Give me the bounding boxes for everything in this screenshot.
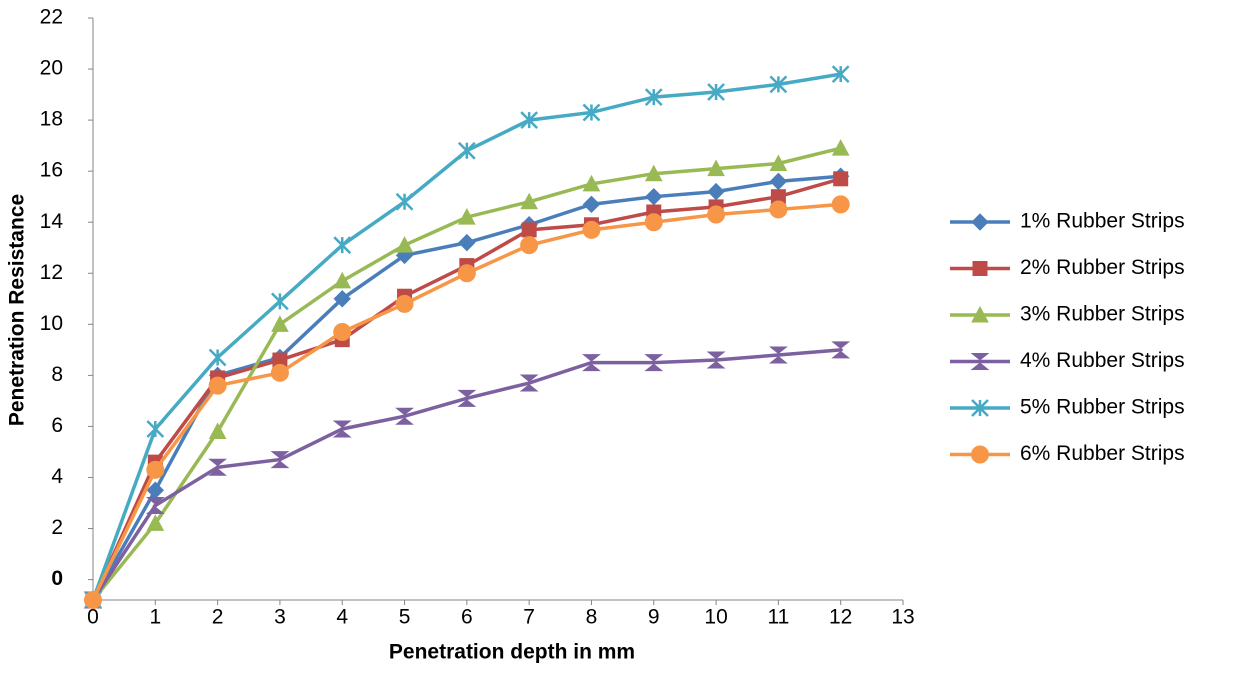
x-tick-label: 10 (704, 606, 727, 629)
x-tick-label: 4 (336, 606, 348, 629)
y-tick-label: 14 (40, 210, 64, 233)
marker (333, 271, 352, 289)
marker (520, 192, 538, 210)
marker (582, 103, 601, 122)
marker (582, 195, 601, 214)
legend-marker (971, 399, 989, 417)
y-tick-label: 16 (40, 159, 63, 182)
marker (457, 389, 477, 407)
marker (769, 154, 788, 171)
legend-marker (971, 445, 989, 464)
marker (644, 164, 663, 182)
x-tick-label: 12 (829, 606, 852, 629)
x-axis-title: Penetration depth in mm (389, 641, 635, 664)
marker (146, 514, 165, 531)
marker (831, 65, 850, 84)
marker (520, 111, 539, 129)
y-tick-label: 10 (40, 312, 63, 335)
legend-marker (971, 305, 989, 323)
marker (707, 205, 726, 224)
marker (644, 88, 663, 107)
legend-marker (971, 213, 989, 231)
legend-marker (972, 261, 988, 276)
x-tick-label: 5 (399, 606, 411, 629)
marker (520, 236, 539, 255)
marker (769, 75, 788, 94)
legend-label: 5% Rubber Strips (1020, 396, 1185, 419)
marker (332, 420, 352, 438)
marker (582, 174, 601, 192)
marker (519, 374, 539, 392)
x-tick-label: 11 (767, 606, 789, 629)
marker (395, 407, 414, 425)
marker (333, 236, 352, 255)
legend-label: 3% Rubber Strips (1020, 303, 1185, 326)
x-tick-label: 8 (586, 606, 598, 629)
y-tick-label: 4 (51, 465, 63, 488)
marker (457, 264, 476, 283)
marker (395, 236, 414, 253)
marker (769, 200, 788, 219)
legend-label: 1% Rubber Strips (1020, 210, 1185, 233)
marker (831, 341, 851, 359)
marker (395, 192, 414, 211)
marker (333, 322, 352, 341)
marker (769, 172, 788, 191)
y-tick-label: 22 (40, 6, 63, 29)
marker (707, 83, 725, 101)
legend-label: 2% Rubber Strips (1020, 256, 1185, 279)
marker (458, 233, 476, 252)
legend-label: 4% Rubber Strips (1020, 349, 1185, 372)
x-tick-label: 0 (87, 606, 99, 629)
y-tick-label: 20 (40, 57, 63, 80)
marker (208, 422, 227, 440)
marker (707, 182, 725, 201)
marker (833, 171, 849, 187)
marker (208, 348, 227, 367)
x-tick-label: 9 (648, 606, 660, 629)
marker (270, 363, 289, 382)
x-tick-label: 7 (523, 606, 535, 629)
y-tick-label: 0 (51, 567, 63, 590)
marker (706, 351, 726, 369)
series-line (91, 348, 841, 601)
y-tick-label: 2 (51, 516, 63, 539)
marker (208, 458, 228, 476)
marker (145, 497, 165, 515)
marker (521, 222, 537, 238)
marker (644, 213, 663, 232)
marker (582, 354, 601, 372)
marker (146, 420, 165, 438)
legend-marker (970, 353, 990, 370)
y-tick-label: 8 (51, 363, 63, 386)
marker (707, 159, 725, 177)
x-tick-label: 1 (149, 606, 161, 629)
marker (582, 220, 601, 239)
marker (270, 451, 290, 469)
marker (768, 346, 788, 364)
y-tick-label: 12 (40, 261, 63, 284)
marker (458, 208, 476, 225)
marker (395, 294, 414, 313)
x-tick-label: 3 (274, 606, 286, 629)
marker (831, 139, 850, 156)
marker (208, 376, 227, 395)
legend-label: 6% Rubber Strips (1020, 442, 1185, 465)
marker (644, 354, 664, 372)
x-tick-label: 2 (212, 606, 224, 629)
marker (271, 292, 289, 311)
y-tick-label: 18 (40, 108, 63, 131)
x-tick-label: 6 (461, 606, 473, 629)
marker (645, 187, 663, 206)
x-tick-label: 13 (891, 606, 914, 629)
marker (146, 460, 165, 479)
y-tick-label: 6 (51, 414, 63, 437)
marker (333, 290, 351, 308)
marker (271, 315, 289, 332)
marker (84, 591, 102, 609)
y-axis-title: Penetration Resistance (6, 194, 29, 426)
marker (831, 195, 850, 214)
marker (457, 141, 476, 160)
